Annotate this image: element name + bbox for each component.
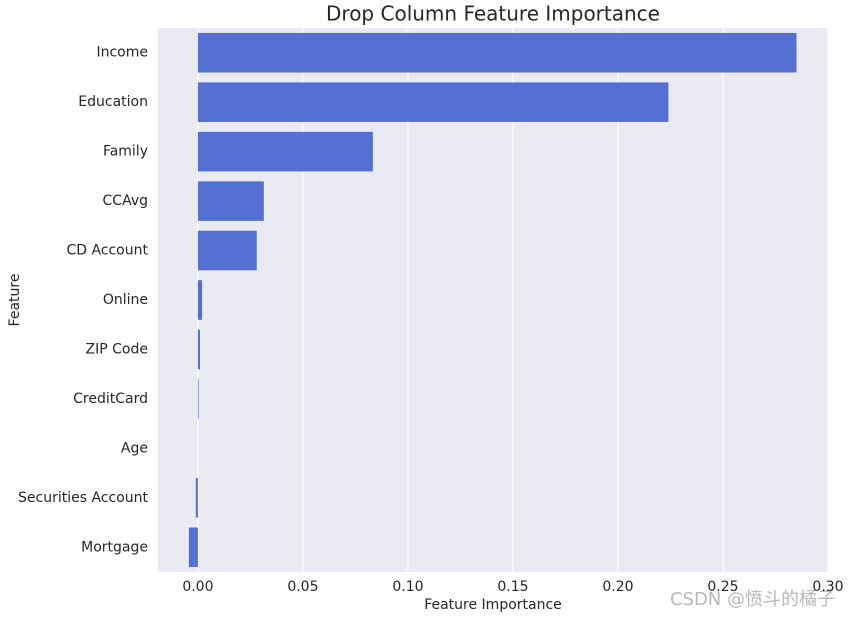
bar (197, 32, 797, 73)
y-tick-label: Securities Account (18, 490, 148, 506)
x-tick-label: 0.30 (812, 579, 843, 595)
bar (197, 280, 203, 320)
bar (197, 82, 669, 122)
y-tick-label: ZIP Code (86, 341, 148, 357)
watermark: CSDN @愤斗的橘子 (670, 589, 835, 610)
bar (197, 230, 257, 271)
y-tick-label: Online (103, 292, 148, 308)
x-tick-label: 0.25 (707, 579, 738, 595)
x-tick-label: 0.20 (602, 579, 633, 595)
y-tick-label: Age (121, 440, 148, 456)
bar (197, 329, 201, 370)
y-tick-label: Family (103, 144, 148, 160)
y-tick-label: Mortgage (81, 539, 148, 555)
x-tick-label: 0.00 (182, 579, 213, 595)
bar (197, 181, 264, 221)
y-tick-label: CreditCard (73, 391, 148, 407)
y-tick-label: Education (78, 94, 148, 110)
bar (188, 527, 198, 568)
y-tick-label: CCAvg (103, 193, 148, 209)
x-axis-label: Feature Importance (424, 597, 562, 613)
bar (197, 379, 199, 419)
y-axis-label: Feature (7, 274, 23, 327)
y-tick-label: Income (96, 45, 148, 61)
y-tick-label: CD Account (66, 243, 148, 259)
bar (197, 131, 373, 172)
x-tick-label: 0.05 (287, 579, 318, 595)
x-tick-label: 0.15 (497, 579, 528, 595)
chart-title: Drop Column Feature Importance (326, 2, 660, 26)
bar (195, 478, 198, 518)
x-tick-label: 0.10 (392, 579, 423, 595)
